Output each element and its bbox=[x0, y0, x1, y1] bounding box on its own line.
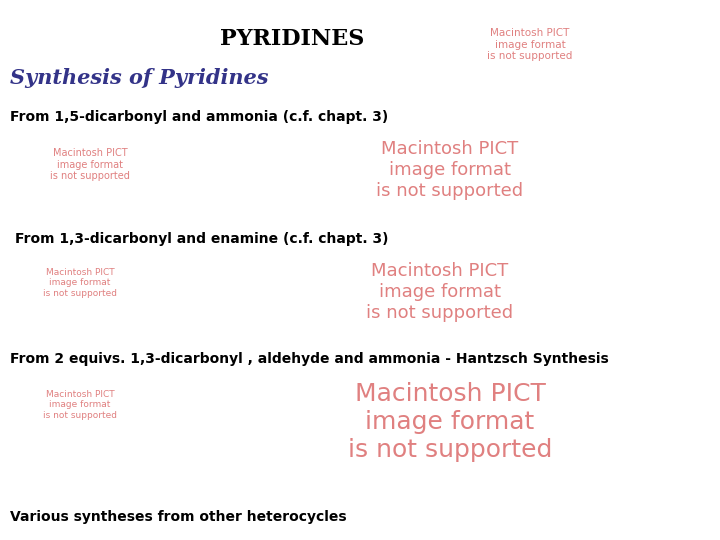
Text: Macintosh PICT
image format
is not supported: Macintosh PICT image format is not suppo… bbox=[377, 140, 523, 200]
Text: Macintosh PICT
image format
is not supported: Macintosh PICT image format is not suppo… bbox=[43, 268, 117, 298]
Text: From 1,5-dicarbonyl and ammonia (c.f. chapt. 3): From 1,5-dicarbonyl and ammonia (c.f. ch… bbox=[10, 110, 388, 124]
Text: From 1,3-dicarbonyl and enamine (c.f. chapt. 3): From 1,3-dicarbonyl and enamine (c.f. ch… bbox=[15, 232, 389, 246]
Text: Macintosh PICT
image format
is not supported: Macintosh PICT image format is not suppo… bbox=[366, 262, 513, 322]
Text: PYRIDINES: PYRIDINES bbox=[220, 28, 364, 50]
Text: Macintosh PICT
image format
is not supported: Macintosh PICT image format is not suppo… bbox=[487, 28, 572, 61]
Text: Macintosh PICT
image format
is not supported: Macintosh PICT image format is not suppo… bbox=[348, 382, 552, 462]
Text: Various syntheses from other heterocycles: Various syntheses from other heterocycle… bbox=[10, 510, 346, 524]
Text: Macintosh PICT
image format
is not supported: Macintosh PICT image format is not suppo… bbox=[43, 390, 117, 420]
Text: Synthesis of Pyridines: Synthesis of Pyridines bbox=[10, 68, 269, 88]
Text: From 2 equivs. 1,3-dicarbonyl , aldehyde and ammonia - Hantzsch Synthesis: From 2 equivs. 1,3-dicarbonyl , aldehyde… bbox=[10, 352, 608, 366]
Text: Macintosh PICT
image format
is not supported: Macintosh PICT image format is not suppo… bbox=[50, 148, 130, 181]
